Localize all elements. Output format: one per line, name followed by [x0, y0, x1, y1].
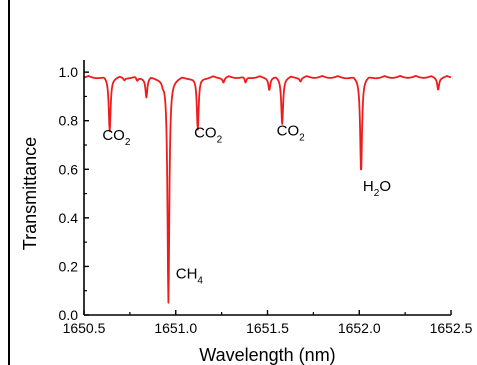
molecule-label-subscript: 2: [299, 132, 305, 143]
molecule-label-subscript: 2: [374, 188, 380, 199]
x-tick-label: 1652.0: [338, 320, 381, 336]
y-tick-label: 0.4: [59, 210, 79, 226]
y-tick-label: 0.0: [59, 307, 79, 323]
x-tick-label: 1652.5: [430, 320, 473, 336]
molecule-label-subscript: 2: [217, 135, 223, 146]
molecule-label-base: CH: [176, 266, 198, 283]
y-tick-label: 0.2: [59, 258, 79, 274]
y-tick-label: 0.6: [59, 161, 79, 177]
x-tick-label: 1651.5: [246, 320, 289, 336]
molecule-label: CO2: [277, 122, 306, 143]
molecule-label-base: CO: [277, 122, 300, 139]
molecule-label-tail: O: [379, 178, 391, 195]
molecule-label-subscript: 2: [125, 137, 131, 148]
x-tick-label: 1651.0: [154, 320, 197, 336]
molecule-label-subscript: 4: [197, 276, 203, 287]
molecule-label-base: H: [363, 178, 374, 195]
molecule-label: H2O: [363, 178, 391, 199]
y-tick-label: 1.0: [59, 64, 79, 80]
molecule-label: CH4: [176, 266, 204, 287]
transmittance-series-line: [83, 75, 452, 304]
y-tick-label: 0.8: [59, 113, 79, 129]
molecule-label-base: CO: [102, 127, 125, 144]
molecule-label-base: CO: [194, 125, 217, 142]
x-axis-title: Wavelength (nm): [199, 345, 335, 365]
tick-layer: 1650.5 1651.0 1651.5 1652.0 1652.5 0.0 0.2 0.4 0…: [59, 64, 473, 336]
molecule-label: CO2: [102, 127, 131, 148]
molecule-label: CO2: [194, 125, 223, 146]
x-tick-label: 1650.5: [63, 320, 106, 336]
y-axis-title: Transmittance: [20, 137, 40, 250]
